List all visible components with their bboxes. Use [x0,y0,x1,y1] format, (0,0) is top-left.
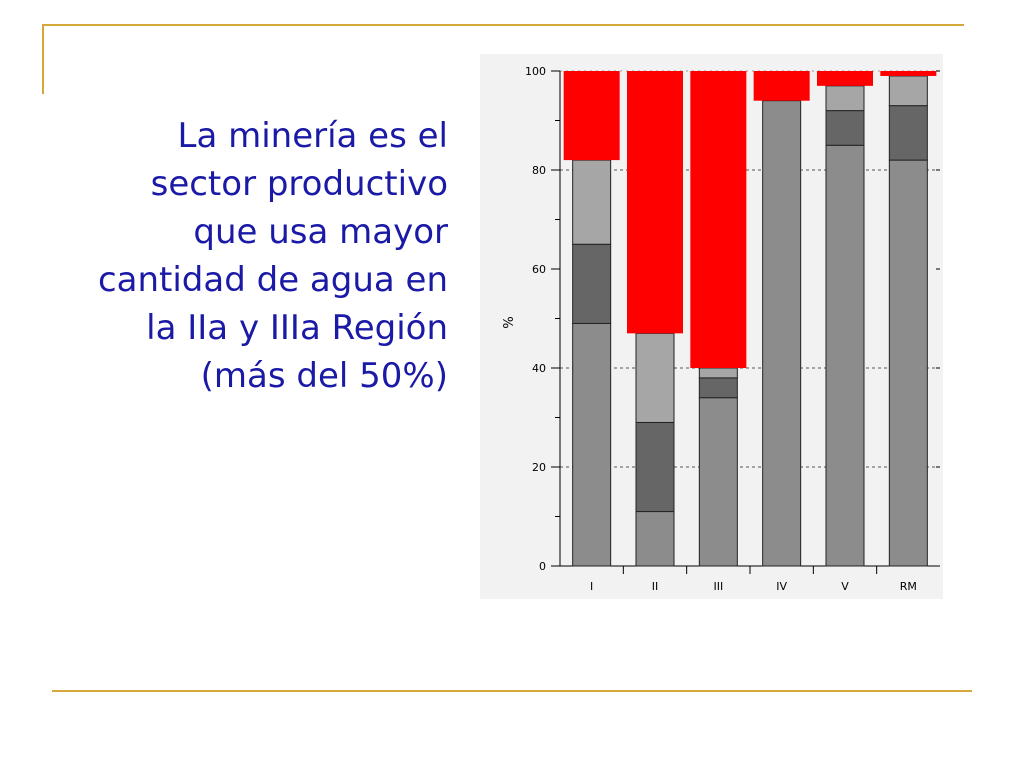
bottom-rule [52,690,972,692]
bar-segment [635,511,675,567]
bar-segment [627,71,683,334]
bar-segment [888,75,928,107]
bar-segment [880,71,937,76]
y-tick-label: 100 [525,65,546,78]
bar-segment [698,367,738,379]
bar-segment [572,243,612,324]
top-rule [42,24,964,26]
bar-segment [635,332,675,423]
x-tick-label: I [590,580,593,593]
bar-segment [753,71,810,101]
y-tick-label: 80 [532,164,546,177]
bar-segment [825,85,865,112]
bar-segment [825,110,865,146]
bar-segment [817,71,873,86]
y-tick-label: 60 [532,263,546,276]
x-tick-label: IV [776,580,787,593]
y-tick-label: 40 [532,362,546,375]
x-tick-label: V [841,580,849,593]
bar-segment [888,159,928,567]
water-use-chart: 0 20 40 60 80 100% I II III IV V RM [480,54,943,599]
bar-segment [563,71,620,161]
bar-segment [572,159,612,245]
x-tick-label: RM [900,580,917,593]
y-tick-label: 0 [539,560,546,573]
x-tick-label: II [652,580,659,593]
x-tick-label: III [713,580,723,593]
bar-segment [635,421,675,513]
left-rule [42,24,44,94]
bar-segment [825,144,865,567]
slide-headline: La minería es el sector productivo que u… [97,116,448,396]
bar-segment [572,322,612,567]
y-tick-label: 20 [532,461,546,474]
bar-segment [762,100,802,567]
bar-segment [698,397,738,567]
bar-segment [690,71,747,368]
y-axis-label: % [502,316,517,328]
bar-segment [888,105,928,161]
bar-segment [698,377,738,399]
